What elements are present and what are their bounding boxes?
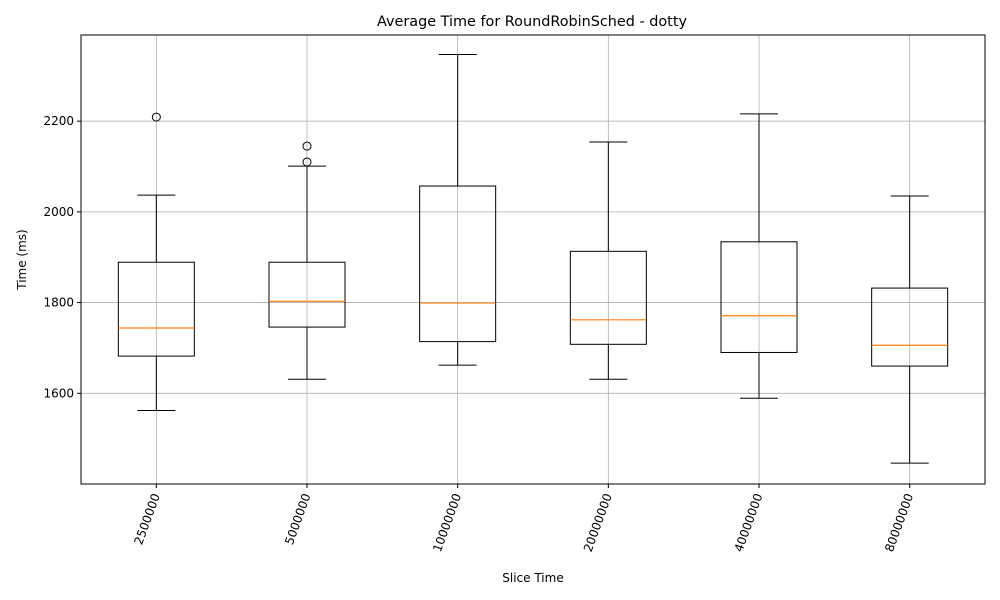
x-tick-label: 10000000 <box>430 492 464 554</box>
y-tick-label: 2200 <box>43 114 74 128</box>
x-tick-label: 20000000 <box>581 492 615 554</box>
outlier-point <box>302 157 312 167</box>
x-tick-label: 40000000 <box>732 492 766 554</box>
iqr-box <box>117 261 195 357</box>
box-80000000 <box>871 195 949 464</box>
box-40000000 <box>720 113 798 399</box>
y-tick-label: 1800 <box>43 296 74 310</box>
y-tick-label: 2000 <box>43 205 74 219</box>
box-5000000 <box>268 141 346 380</box>
chart-title: Average Time for RoundRobinSched - dotty <box>377 14 687 30</box>
x-tick-label: 80000000 <box>882 492 916 554</box>
iqr-box <box>419 185 497 343</box>
box-2500000 <box>117 112 195 412</box>
axis-ticks: 1600 1800 2000 2200 2500000 5000000 10000000 20… <box>43 114 916 554</box>
y-axis-label: Time (ms) <box>15 229 29 291</box>
outlier-point <box>302 141 312 151</box>
iqr-box <box>871 287 949 367</box>
iqr-box <box>720 241 798 353</box>
x-tick-label: 2500000 <box>131 492 162 547</box>
box-group <box>117 54 949 464</box>
box-10000000 <box>419 54 497 366</box>
plot-frame <box>80 34 986 485</box>
iqr-box <box>268 261 346 328</box>
y-tick-label: 1600 <box>43 386 74 400</box>
outlier-point <box>151 112 161 122</box>
box-20000000 <box>569 141 647 380</box>
iqr-box <box>569 250 647 345</box>
x-axis-label: Slice Time <box>502 571 563 585</box>
x-tick-label: 5000000 <box>282 492 313 547</box>
grid-lines <box>81 35 985 484</box>
